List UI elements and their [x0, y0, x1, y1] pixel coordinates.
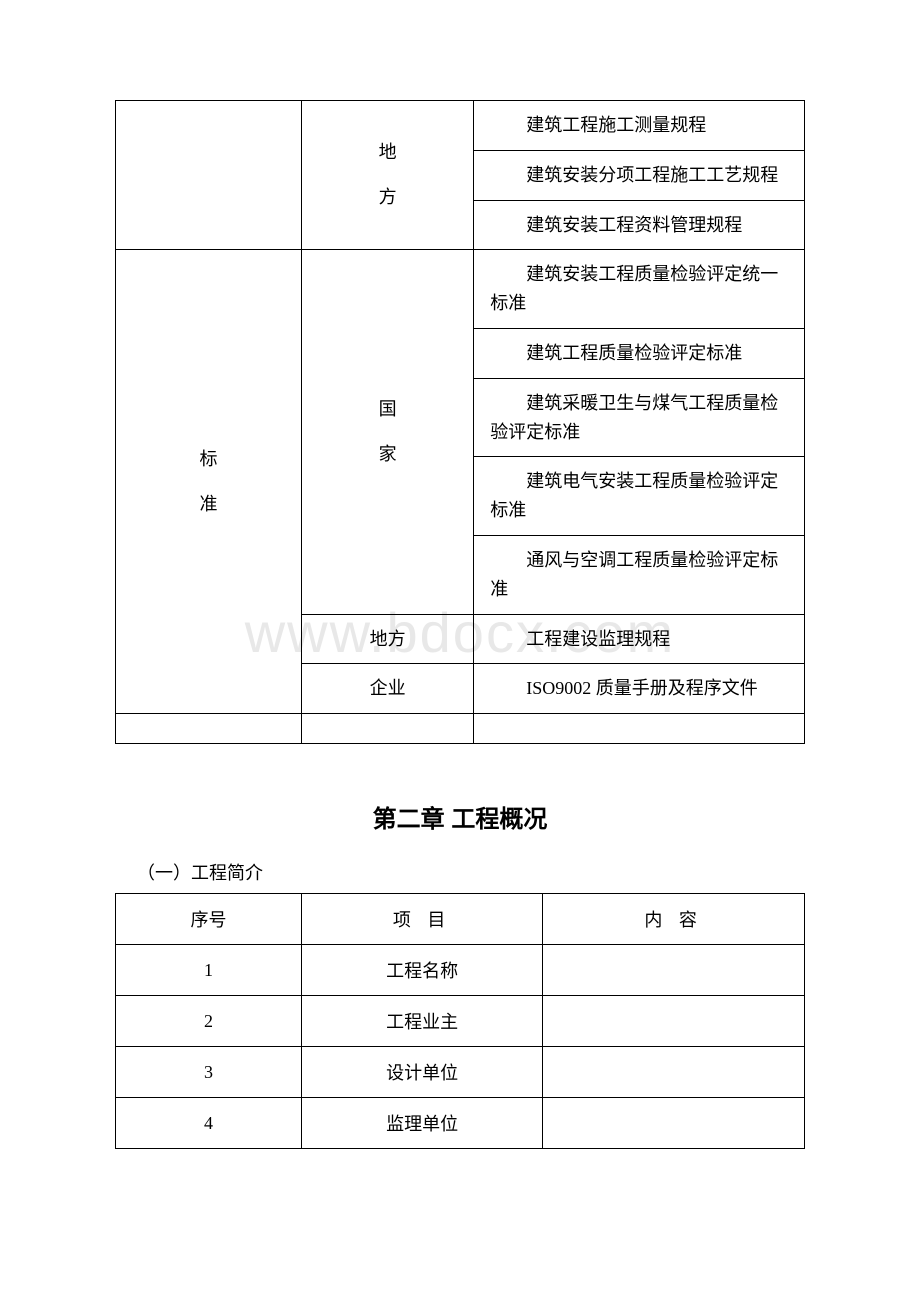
empty-cell [116, 714, 302, 744]
level-cell-difang: 地 方 [302, 101, 474, 250]
seq-cell: 3 [116, 1047, 302, 1098]
doc-cell: 建筑工程质量检验评定标准 [474, 328, 805, 378]
doc-cell: 通风与空调工程质量检验评定标准 [474, 535, 805, 614]
category-cell-biaozhun: 标 准 [116, 250, 302, 714]
level-cell-difang2: 地方 [302, 614, 474, 664]
level-char: 国 [310, 387, 465, 432]
doc-cell: 建筑安装工程质量检验评定统一标准 [474, 250, 805, 329]
table-row-empty [116, 714, 805, 744]
doc-cell: 建筑工程施工测量规程 [474, 101, 805, 151]
category-char: 标 [124, 437, 293, 482]
doc-cell: 工程建设监理规程 [474, 614, 805, 664]
doc-text: 建筑安装工程资料管理规程 [490, 211, 796, 240]
category-char: 准 [124, 482, 293, 527]
doc-cell: 建筑安装工程资料管理规程 [474, 200, 805, 250]
doc-text: 建筑工程施工测量规程 [490, 111, 796, 140]
item-cell: 设计单位 [302, 1047, 543, 1098]
table-row: 3 设计单位 [116, 1047, 805, 1098]
category-cell-empty [116, 101, 302, 250]
table-row: 2 工程业主 [116, 996, 805, 1047]
doc-text: 工程建设监理规程 [490, 625, 796, 654]
table-row: 1 工程名称 [116, 945, 805, 996]
content-cell [543, 945, 805, 996]
table-row: 4 监理单位 [116, 1098, 805, 1149]
doc-cell: 建筑采暖卫生与煤气工程质量检验评定标准 [474, 378, 805, 457]
doc-cell: ISO9002 质量手册及程序文件 [474, 664, 805, 714]
table-header-row: 序号 项 目 内 容 [116, 894, 805, 945]
standards-table: 地 方 建筑工程施工测量规程 建筑安装分项工程施工工艺规程 建筑安装工程资料管理… [115, 100, 805, 744]
table-row: 标 准 国 家 建筑安装工程质量检验评定统一标准 [116, 250, 805, 329]
level-cell-guojia: 国 家 [302, 250, 474, 614]
item-cell: 工程业主 [302, 996, 543, 1047]
header-seq: 序号 [116, 894, 302, 945]
doc-text: 建筑工程质量检验评定标准 [490, 339, 796, 368]
doc-text: ISO9002 质量手册及程序文件 [490, 674, 796, 703]
doc-text: 通风与空调工程质量检验评定标准 [490, 546, 796, 604]
chapter-heading: 第二章 工程概况 [115, 799, 805, 834]
doc-text: 建筑安装分项工程施工工艺规程 [490, 161, 796, 190]
doc-text: 建筑采暖卫生与煤气工程质量检验评定标准 [490, 389, 796, 447]
project-info-table: 序号 项 目 内 容 1 工程名称 2 工程业主 3 设计单位 4 监理单位 [115, 893, 805, 1149]
seq-cell: 1 [116, 945, 302, 996]
content-cell [543, 1098, 805, 1149]
section-intro-label: （一）工程简介 [115, 859, 805, 885]
doc-cell: 建筑电气安装工程质量检验评定标准 [474, 457, 805, 536]
header-content: 内 容 [543, 894, 805, 945]
level-cell-qiye: 企业 [302, 664, 474, 714]
empty-cell [474, 714, 805, 744]
seq-cell: 4 [116, 1098, 302, 1149]
page-container: 地 方 建筑工程施工测量规程 建筑安装分项工程施工工艺规程 建筑安装工程资料管理… [0, 0, 920, 1229]
level-char: 方 [310, 175, 465, 220]
level-char: 地 [310, 130, 465, 175]
doc-cell: 建筑安装分项工程施工工艺规程 [474, 150, 805, 200]
item-cell: 工程名称 [302, 945, 543, 996]
item-cell: 监理单位 [302, 1098, 543, 1149]
empty-cell [302, 714, 474, 744]
level-char: 家 [310, 432, 465, 477]
seq-cell: 2 [116, 996, 302, 1047]
table-row: 地 方 建筑工程施工测量规程 [116, 101, 805, 151]
content-cell [543, 1047, 805, 1098]
doc-text: 建筑电气安装工程质量检验评定标准 [490, 467, 796, 525]
content-cell [543, 996, 805, 1047]
doc-text: 建筑安装工程质量检验评定统一标准 [490, 260, 796, 318]
header-item: 项 目 [302, 894, 543, 945]
